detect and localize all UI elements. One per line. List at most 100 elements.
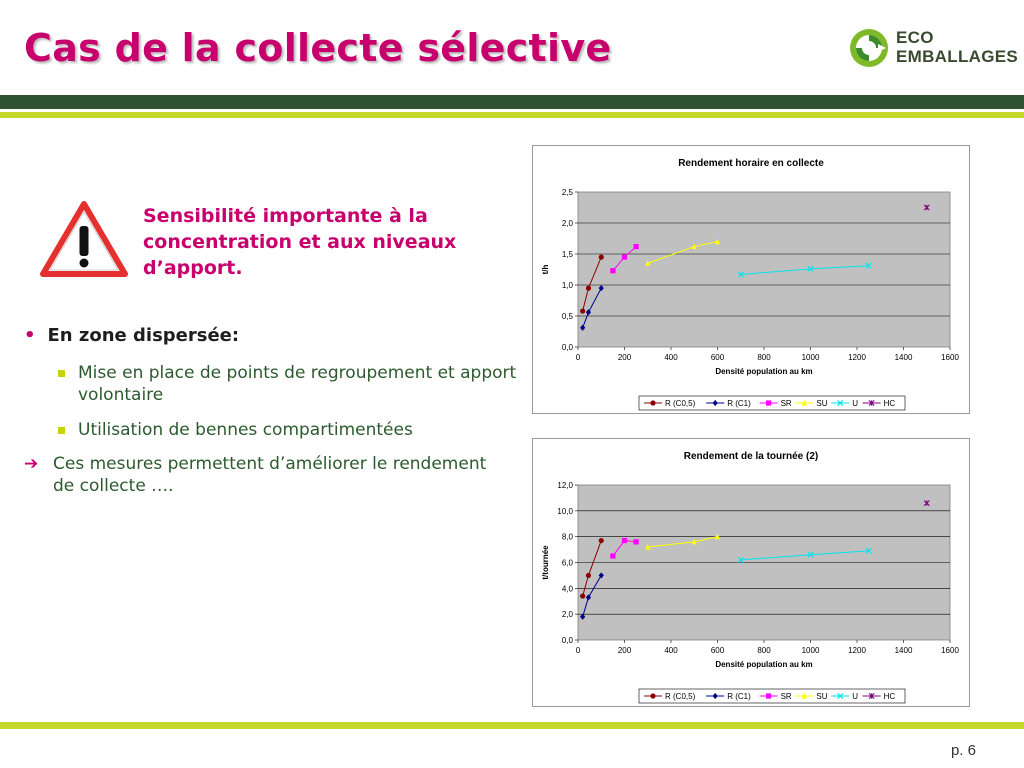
data-point — [865, 547, 872, 554]
logo-text-eco: ECO — [896, 28, 934, 47]
x-tick-label: 600 — [711, 646, 725, 655]
data-point — [598, 254, 604, 260]
sub-bullet-1: Mise en place de points de regroupement … — [58, 362, 528, 406]
y-axis-label: t/tournée — [541, 545, 550, 580]
data-point — [807, 265, 814, 272]
chart-hourly-yield-svg: Rendement horaire en collecte 0,0 0,5 1,0 1,… — [541, 158, 959, 411]
x-tick-label: 1200 — [848, 646, 866, 655]
data-point — [621, 254, 628, 260]
chart-round-yield: Rendement de la tournée (2) 0,0 2,0 4,0 6,0 8… — [532, 438, 970, 707]
y-tick-label: 1,5 — [562, 250, 574, 259]
recycle-leaf-icon — [850, 29, 888, 67]
sub-bullet-1-text: Mise en place de points de regroupement … — [78, 363, 517, 405]
x-axis-label: Densité population au km — [715, 660, 812, 669]
x-tick-label: 1000 — [802, 353, 820, 362]
footer-band — [0, 722, 1024, 729]
data-point — [714, 533, 721, 540]
data-point — [621, 537, 628, 544]
data-point — [691, 538, 697, 545]
data-point — [585, 572, 592, 579]
bullet-dot-icon: • — [24, 325, 36, 346]
legend-marker — [650, 400, 656, 406]
data-point — [923, 204, 930, 211]
conclusion: ➔ Ces mesures permettent d’améliorer le … — [24, 453, 494, 497]
y-tick-label: 12,0 — [557, 481, 573, 490]
y-tick-label: 0,5 — [562, 312, 574, 321]
legend-label: SR — [781, 692, 792, 701]
plot-area — [577, 191, 951, 348]
data-point — [610, 553, 616, 559]
data-point — [714, 238, 721, 245]
data-point — [923, 500, 930, 507]
legend-marker — [837, 692, 844, 700]
data-point — [585, 285, 592, 291]
x-tick-label: 1600 — [941, 353, 959, 362]
legend-marker — [766, 693, 772, 699]
x-tick-label: 800 — [757, 353, 771, 362]
legend-marker — [712, 399, 718, 407]
bullet-heading: • En zone dispersée: — [24, 325, 239, 346]
legend-label: HC — [884, 399, 896, 408]
square-bullet-icon — [58, 427, 65, 434]
data-point — [580, 308, 586, 314]
slide-title: Cas de la collecte sélective — [24, 26, 612, 70]
x-tick-label: 400 — [664, 646, 678, 655]
y-tick-label: 2,0 — [562, 610, 574, 619]
legend-label: R (C0,5) — [665, 692, 696, 701]
legend-label: R (C0,5) — [665, 399, 696, 408]
arrow-right-icon: ➔ — [24, 454, 39, 474]
data-point — [865, 262, 872, 269]
legend-label: U — [852, 692, 858, 701]
legend-label: R (C1) — [727, 692, 751, 701]
legend-label: HC — [884, 692, 896, 701]
x-tick-label: 200 — [618, 646, 632, 655]
data-point — [633, 539, 639, 545]
y-tick-label: 2,5 — [562, 188, 574, 197]
page-number: p. 6 — [950, 742, 976, 759]
legend-label: SU — [816, 692, 827, 701]
data-point — [633, 243, 639, 250]
legend-marker — [650, 693, 656, 699]
x-tick-label: 800 — [757, 646, 771, 655]
legend-marker — [712, 692, 718, 700]
x-tick-label: 1600 — [941, 646, 959, 655]
y-tick-label: 2,0 — [562, 219, 574, 228]
eco-emballages-logo: ECO EMBALLAGES — [848, 26, 1018, 72]
y-tick-label: 0,0 — [562, 343, 574, 352]
legend-marker — [766, 400, 772, 406]
x-tick-label: 200 — [618, 353, 632, 362]
square-bullet-icon — [58, 370, 65, 377]
header-band-dark — [0, 95, 1024, 109]
data-point — [598, 572, 604, 579]
y-tick-label: 8,0 — [562, 533, 574, 542]
y-tick-label: 10,0 — [557, 507, 573, 516]
x-axis-label: Densité population au km — [715, 367, 812, 376]
x-tick-label: 0 — [576, 353, 581, 362]
x-tick-label: 1000 — [802, 646, 820, 655]
legend-label: R (C1) — [727, 399, 751, 408]
sub-bullet-2-text: Utilisation de bennes compartimentées — [78, 420, 413, 440]
x-tick-label: 1200 — [848, 353, 866, 362]
legend-marker — [868, 400, 875, 406]
x-tick-label: 600 — [711, 353, 725, 362]
data-point — [598, 537, 604, 544]
data-point — [580, 593, 586, 599]
x-tick-label: 1400 — [895, 353, 913, 362]
sub-bullet-2: Utilisation de bennes compartimentées — [58, 419, 528, 441]
legend-marker — [801, 692, 807, 699]
data-point — [737, 556, 744, 563]
legend-marker — [868, 693, 875, 699]
chart-title: Rendement de la tournée (2) — [684, 451, 818, 462]
data-point — [691, 243, 697, 250]
y-tick-label: 6,0 — [562, 559, 574, 568]
data-point — [645, 260, 651, 266]
conclusion-text: Ces mesures permettent d’améliorer le re… — [53, 454, 487, 496]
legend-label: SR — [781, 399, 792, 408]
y-tick-label: 4,0 — [562, 584, 574, 593]
data-point — [645, 543, 651, 550]
y-tick-label: 0,0 — [562, 636, 574, 645]
warning-icon — [40, 201, 128, 277]
header-band-light — [0, 112, 1024, 118]
data-point — [610, 268, 616, 274]
legend-label: SU — [816, 399, 827, 408]
